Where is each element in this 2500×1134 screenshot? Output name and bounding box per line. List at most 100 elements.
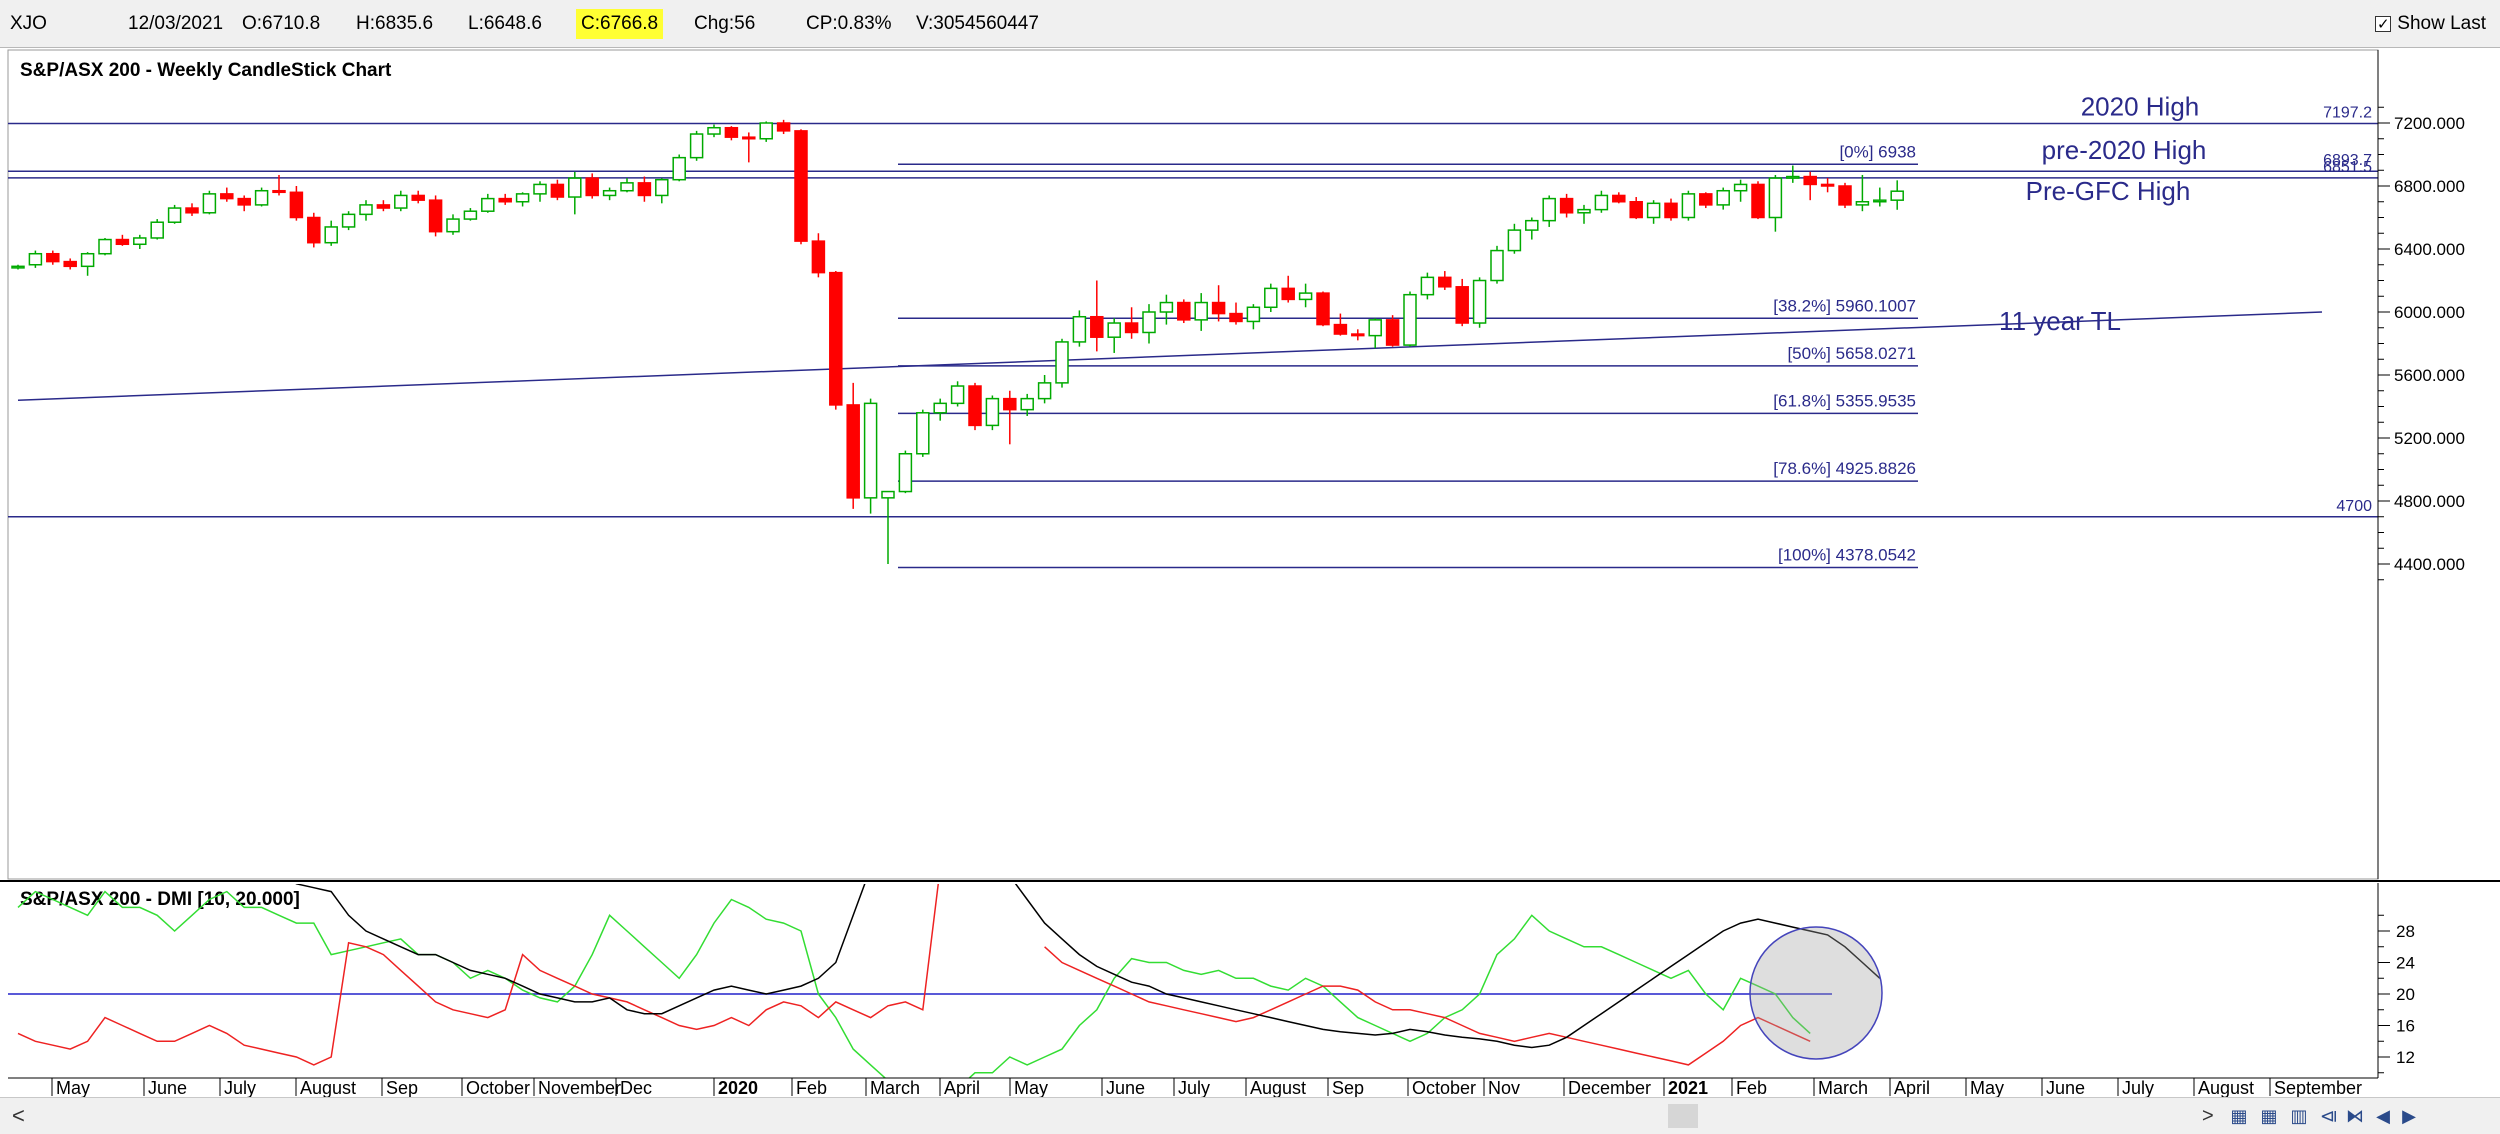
- dmi-highlight-ellipse: [1749, 926, 1883, 1060]
- candle-body: [1681, 193, 1696, 219]
- candle: [80, 252, 95, 276]
- candle-body: [742, 136, 756, 140]
- scroll-left-arrow-icon[interactable]: <: [12, 1103, 25, 1128]
- time-tick-label: October: [1412, 1078, 1476, 1097]
- candle: [307, 212, 321, 248]
- compress-icon[interactable]: ▥: [2290, 1106, 2308, 1126]
- candle-body: [289, 191, 304, 219]
- previous-bar-icon[interactable]: ◀: [2376, 1106, 2390, 1126]
- high-price: H:6835.6: [356, 13, 434, 34]
- horizontal-scrollbar[interactable]: < > ▦ ▦ ▥ ⧏ ⧑ ◀ ▶: [0, 1097, 2500, 1134]
- candle: [585, 173, 599, 199]
- scroll-right-arrow-icon[interactable]: >: [2202, 1105, 2214, 1127]
- trendline-label: 11 year TL: [1999, 306, 2121, 336]
- candle-body: [585, 177, 599, 197]
- candle-body: [672, 156, 686, 181]
- candle-body: [1211, 301, 1226, 315]
- candle-body: [1333, 323, 1348, 335]
- candle-body: [220, 193, 234, 200]
- candle-body: [1733, 183, 1748, 192]
- show-last-toggle[interactable]: ✓ Show Last: [2375, 0, 2486, 48]
- candle-body: [1229, 312, 1243, 323]
- toolbar: XJO 12/03/2021 O:6710.8 H:6835.6 L:6648.…: [0, 0, 2500, 48]
- first-bar-icon[interactable]: ⧏: [2320, 1106, 2338, 1126]
- candle-body: [1194, 301, 1208, 321]
- scroll-thumb[interactable]: [1668, 1104, 1698, 1128]
- level-name-label: Pre-GFC High: [2026, 176, 2191, 206]
- dmi-series-line: [1014, 884, 1881, 1049]
- candle: [1699, 192, 1713, 209]
- candle: [1368, 318, 1382, 349]
- candle-body: [1264, 287, 1278, 309]
- time-tick-label: Sep: [386, 1078, 418, 1097]
- candle: [742, 132, 756, 163]
- expand-icon[interactable]: ⧑: [2346, 1106, 2364, 1126]
- change-percent: CP:0.83%: [806, 13, 892, 34]
- candle-body: [846, 404, 860, 499]
- candle-body: [254, 189, 269, 206]
- candle: [1438, 271, 1452, 290]
- candle-body: [411, 194, 425, 201]
- candle: [324, 220, 338, 246]
- candle: [1490, 245, 1504, 284]
- zoom-out-icon[interactable]: ▦: [2260, 1106, 2278, 1126]
- candle-body: [1316, 292, 1330, 326]
- candle: [1020, 393, 1034, 416]
- show-last-checkbox-icon[interactable]: ✓: [2375, 16, 2392, 33]
- price-tick-label: 4400.000: [2394, 555, 2465, 574]
- candle: [655, 178, 669, 204]
- candle-body: [1142, 311, 1156, 334]
- dmi-tick-label: 28: [2396, 922, 2415, 941]
- candle-body: [1438, 276, 1452, 288]
- candle: [446, 214, 460, 235]
- candle-body: [568, 177, 582, 198]
- time-tick-label: Feb: [1736, 1078, 1767, 1097]
- candle: [1281, 275, 1295, 303]
- candle: [1298, 283, 1313, 308]
- candle-body: [1525, 219, 1539, 231]
- time-tick-label: 2021: [1668, 1078, 1708, 1097]
- time-tick-label: August: [300, 1078, 356, 1097]
- candle: [1472, 277, 1487, 328]
- candle-body: [80, 252, 95, 268]
- candle-body: [863, 402, 878, 499]
- candle: [620, 178, 634, 193]
- candle-body: [1699, 193, 1713, 206]
- candle: [707, 124, 721, 138]
- candle-body: [341, 213, 356, 228]
- candle: [1786, 165, 1800, 183]
- candle: [1507, 223, 1522, 254]
- low-price: L:6648.6: [468, 13, 542, 34]
- price-chart-title: S&P/ASX 200 - Weekly CandleStick Chart: [20, 60, 392, 81]
- candle-body: [1629, 201, 1643, 219]
- candle-body: [533, 183, 547, 195]
- candle: [1681, 190, 1696, 221]
- candle-body: [272, 189, 286, 194]
- change-value: Chg:56: [694, 13, 756, 34]
- candle-body: [1420, 276, 1435, 296]
- fib-level-label: [50%] 5658.0271: [1787, 344, 1916, 363]
- candle-body: [237, 197, 251, 206]
- candle: [1664, 198, 1678, 221]
- candle: [724, 126, 739, 141]
- candle: [220, 187, 234, 202]
- price-tick-label: 4800.000: [2394, 492, 2465, 511]
- horizontal-levels: 7197.2 2020 High 6893.7 pre-2020 High 6851.5…: [8, 91, 2378, 518]
- chart-area[interactable]: S&P/ASX 200 - Weekly CandleStick Chart S…: [0, 48, 2500, 1097]
- candle-body: [28, 252, 43, 266]
- candle: [1803, 171, 1817, 201]
- candle-body: [307, 216, 321, 244]
- candle-body: [1003, 397, 1017, 411]
- candle-body: [881, 490, 895, 499]
- candle: [28, 250, 43, 268]
- candle: [498, 193, 512, 205]
- fib-level-label: [0%] 6938: [1839, 142, 1916, 161]
- candle-body: [446, 218, 460, 233]
- candle-body: [324, 226, 338, 244]
- candle-body: [968, 385, 982, 427]
- next-bar-icon[interactable]: ▶: [2402, 1106, 2416, 1126]
- candle: [376, 200, 391, 212]
- zoom-in-icon[interactable]: ▦: [2230, 1106, 2248, 1126]
- candle: [463, 208, 478, 221]
- level-name-label: pre-2020 High: [2042, 135, 2207, 165]
